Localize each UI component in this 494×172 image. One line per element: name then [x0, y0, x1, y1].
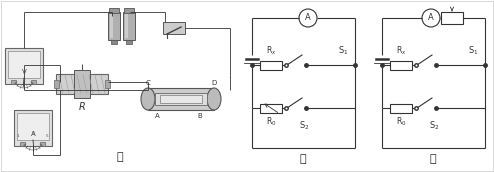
Text: V: V — [22, 69, 26, 75]
Text: S$_1$: S$_1$ — [468, 45, 478, 57]
Text: A: A — [31, 131, 36, 137]
Circle shape — [422, 9, 440, 27]
Text: C: C — [146, 80, 150, 86]
Bar — [31, 80, 36, 84]
Bar — [125, 14, 128, 38]
Text: 3: 3 — [32, 131, 34, 135]
Ellipse shape — [207, 88, 221, 110]
Text: A: A — [155, 113, 160, 119]
Bar — [441, 12, 463, 24]
Bar — [54, 80, 59, 88]
Text: S$_2$: S$_2$ — [429, 120, 439, 132]
Text: 5: 5 — [45, 134, 48, 138]
Bar — [109, 8, 119, 13]
Bar — [124, 8, 134, 13]
Text: S$_1$: S$_1$ — [338, 45, 348, 57]
Text: 甲: 甲 — [117, 152, 124, 162]
Bar — [11, 80, 16, 84]
Bar — [17, 113, 49, 140]
Bar — [74, 70, 90, 98]
Text: R$_0$: R$_0$ — [396, 116, 406, 128]
Bar — [148, 88, 214, 110]
Bar — [123, 12, 135, 40]
Text: A: A — [428, 13, 434, 23]
Ellipse shape — [141, 88, 155, 110]
Text: R$_x$: R$_x$ — [396, 45, 406, 57]
Circle shape — [299, 9, 317, 27]
Bar — [260, 61, 282, 70]
Text: R: R — [79, 102, 85, 112]
Bar — [110, 14, 113, 38]
Bar — [163, 22, 185, 34]
Bar — [155, 93, 207, 105]
Bar — [108, 12, 120, 40]
Text: D: D — [211, 80, 217, 86]
Text: B: B — [198, 113, 203, 119]
Bar — [8, 51, 40, 78]
Text: 乙: 乙 — [300, 154, 306, 164]
Bar — [5, 48, 43, 84]
Text: S$_2$: S$_2$ — [299, 120, 309, 132]
Text: 丙: 丙 — [430, 154, 436, 164]
Bar — [14, 110, 52, 146]
Bar — [40, 142, 45, 146]
Text: A: A — [305, 13, 311, 23]
Bar — [56, 74, 108, 94]
Text: R$_x$: R$_x$ — [266, 45, 276, 57]
Text: 1: 1 — [17, 134, 19, 138]
Text: R$_0$: R$_0$ — [266, 116, 276, 128]
Bar — [260, 104, 282, 113]
Bar — [111, 40, 117, 44]
Bar — [390, 61, 412, 70]
Bar — [126, 40, 132, 44]
Bar — [390, 104, 412, 113]
Bar — [105, 80, 110, 88]
Bar — [160, 95, 202, 103]
Bar — [20, 142, 25, 146]
